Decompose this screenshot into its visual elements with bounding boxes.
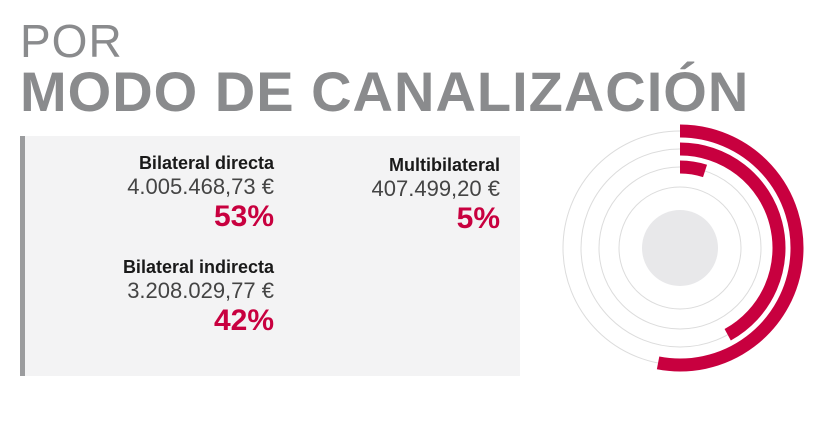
radial-bar xyxy=(679,160,708,178)
legend-amount: 407.499,20 € xyxy=(371,176,500,201)
legend-panel: Bilateral directa 4.005.468,73 € 53% Mul… xyxy=(20,136,520,376)
legend-item-multibilateral: Multibilateral 407.499,20 € 5% xyxy=(372,154,500,236)
legend-item-bilateral-directa: Bilateral directa 4.005.468,73 € 53% xyxy=(127,152,274,234)
legend-label: Multibilateral xyxy=(388,155,500,175)
legend-label: Bilateral directa xyxy=(138,153,274,173)
legend-amount: 3.208.029,77 € xyxy=(127,278,274,303)
center-disc xyxy=(642,210,718,286)
title-line-1: POR xyxy=(20,15,123,67)
legend-percent: 53% xyxy=(213,200,274,233)
title-line-2: MODO DE CANALIZACIÓN xyxy=(20,60,750,123)
legend-percent: 42% xyxy=(213,304,274,337)
legend-label: Bilateral indirecta xyxy=(122,257,274,277)
inner-ring xyxy=(618,186,742,310)
radial-bar xyxy=(656,124,804,372)
legend-amount: 4.005.468,73 € xyxy=(127,174,274,199)
radial-bar xyxy=(679,142,786,341)
legend-item-bilateral-indirecta: Bilateral indirecta 3.208.029,77 € 42% xyxy=(123,256,274,338)
radial-bar-chart xyxy=(562,124,804,372)
legend-percent: 5% xyxy=(456,202,500,235)
